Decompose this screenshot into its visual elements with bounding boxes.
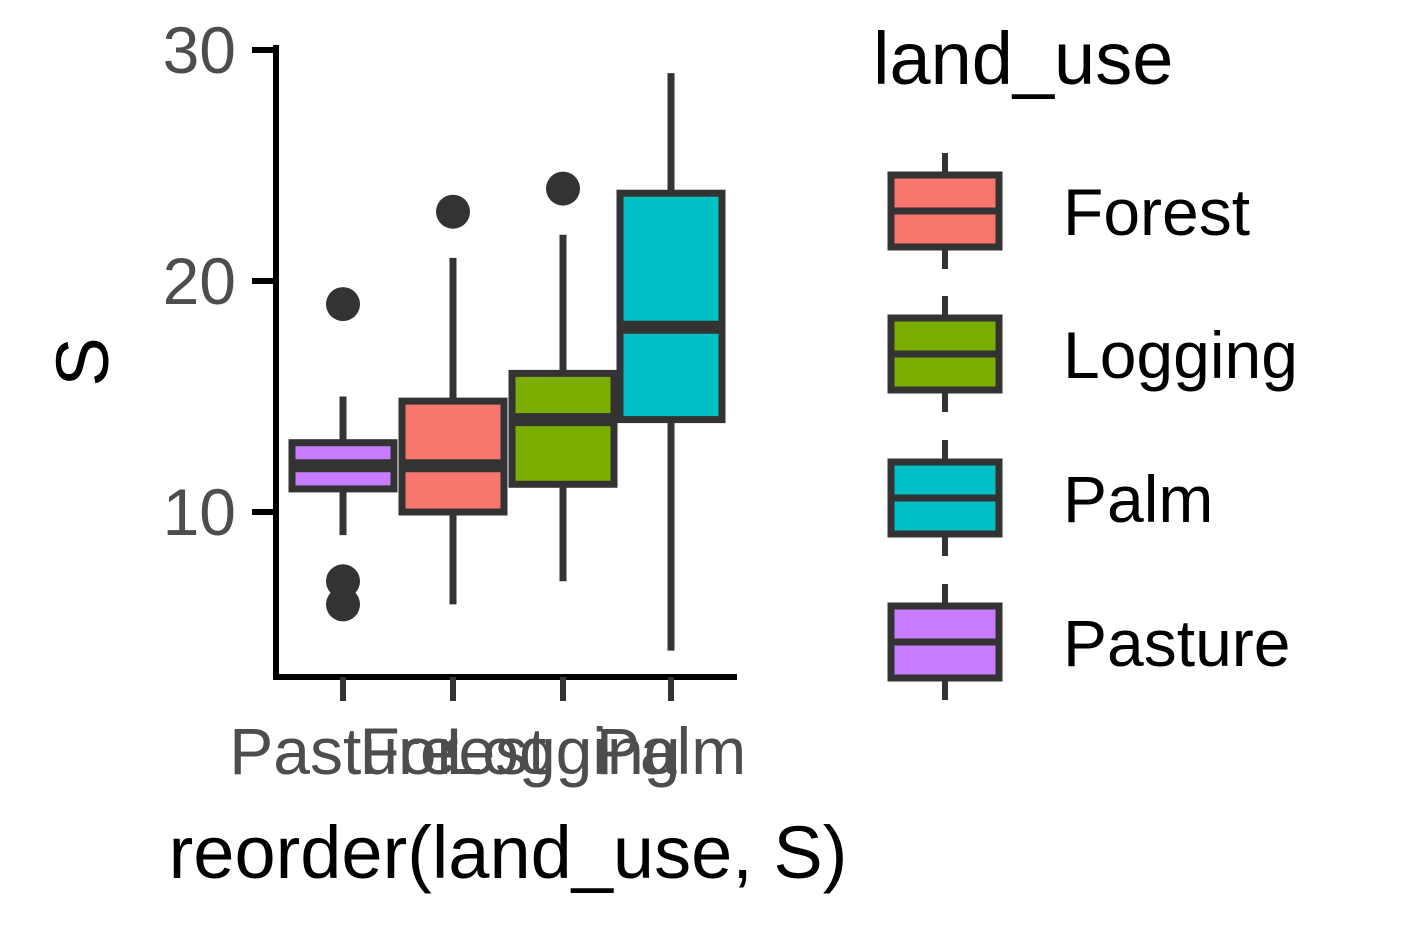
box-rect <box>508 369 618 488</box>
outlier-point <box>326 587 360 622</box>
legend: land_use Forest Logging Palm Pasture <box>873 17 1298 700</box>
box-palm <box>616 73 726 651</box>
box-logging <box>508 171 618 582</box>
legend-entry-forest: Forest <box>887 153 1250 269</box>
plot-area <box>288 73 726 651</box>
x-tick-label: Palm <box>596 714 746 788</box>
legend-label: Palm <box>1063 462 1213 536</box>
box-rect <box>398 397 508 516</box>
legend-entry-pasture: Pasture <box>887 584 1290 700</box>
x-tick-label: Logging <box>446 714 681 788</box>
legend-entry-logging: Logging <box>887 296 1298 412</box>
y-tick-label: 20 <box>163 244 236 318</box>
legend-label: Pasture <box>1063 606 1290 680</box>
legend-title: land_use <box>873 17 1173 100</box>
y-tick-label: 30 <box>163 13 236 87</box>
y-tick-label: 10 <box>163 475 236 549</box>
box-forest <box>398 194 508 605</box>
outlier-point <box>436 194 470 229</box>
legend-label: Logging <box>1063 318 1298 392</box>
outlier-point <box>326 287 360 322</box>
box-rect <box>616 189 726 424</box>
legend-entry-palm: Palm <box>887 440 1213 556</box>
y-axis-ticks: 10 20 30 <box>163 13 276 549</box>
box-pasture <box>288 287 398 622</box>
outlier-point <box>546 171 580 206</box>
y-axis-title: S <box>41 337 124 386</box>
x-tick-label: Forest <box>359 714 546 788</box>
x-axis-title: reorder(land_use, S) <box>169 811 848 894</box>
x-tick-label: Pasture <box>229 714 456 788</box>
legend-label: Forest <box>1063 175 1250 249</box>
